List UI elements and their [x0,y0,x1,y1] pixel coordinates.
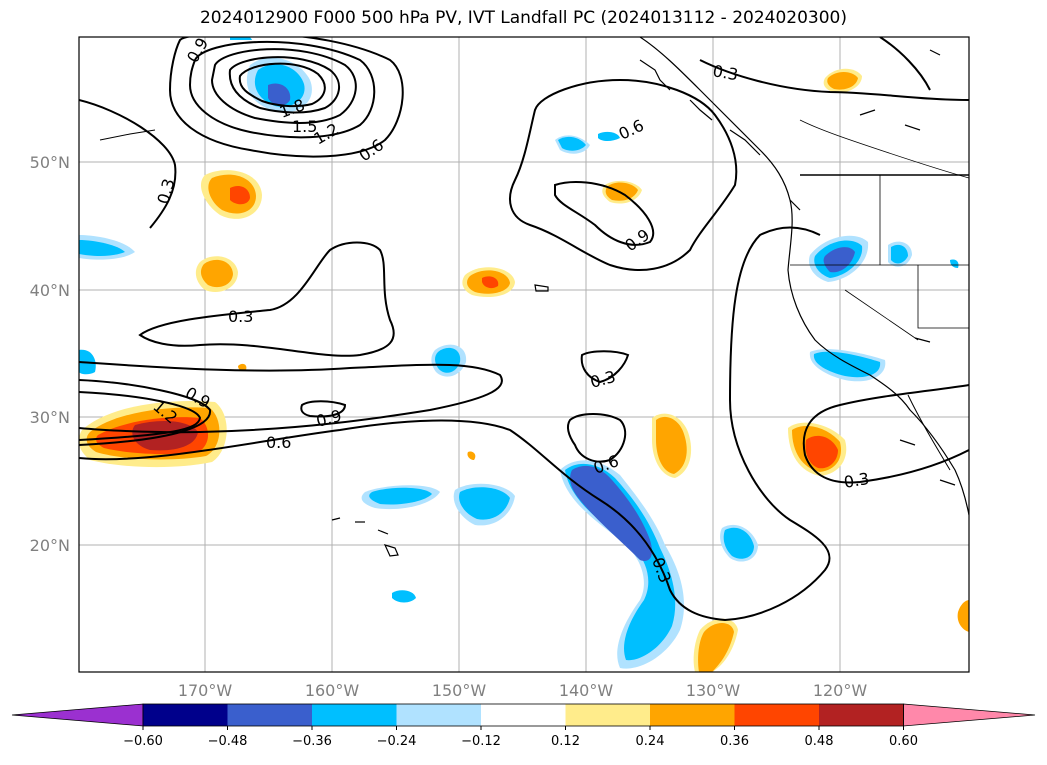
map-title: 2024012900 F000 500 hPa PV, IVT Landfall… [199,8,847,28]
colorbar-segment [312,704,397,726]
lon-label-130: 130°W [686,681,741,700]
colorbar-tick-label: −0.60 [123,734,163,749]
colorbar-tick-label: 0.24 [636,734,665,749]
colorbar-segment [481,704,566,726]
colorbar-tick-label: 0.12 [551,734,580,749]
colorbar-tick-label: −0.48 [208,734,248,749]
lon-label-120: 120°W [813,681,868,700]
colorbar-extend-min [11,703,144,727]
contour-label: 0.3 [228,307,253,326]
lon-label-170: 170°W [178,681,233,700]
contour-label: 0.3 [711,61,739,84]
lat-label-20: 20°N [30,536,70,555]
colorbar-tick-label: 0.60 [889,734,918,749]
colorbar-segment [650,704,735,726]
contour-label: 0.6 [266,433,291,452]
lat-label-40: 40°N [30,281,70,300]
lon-label-160: 160°W [305,681,360,700]
colorbar-segment [227,704,313,726]
colorbar-segment [734,704,820,726]
colorbar-tick-label: −0.36 [292,734,332,749]
colorbar: −0.60 −0.48 −0.36 −0.24 −0.12 0.12 0.24 0.36 0.4… [11,703,1036,749]
colorbar-tick-label: −0.24 [377,734,417,749]
colorbar-segment [565,704,651,726]
coastlines [99,37,969,557]
colorbar-tick-label: −0.12 [461,734,501,749]
contour-label: 1.5 [292,117,317,136]
lon-label-150: 150°W [432,681,487,700]
lat-label-30: 30°N [30,408,70,427]
longitude-labels: 170°W 160°W 150°W 140°W 130°W 120°W [178,681,868,700]
colorbar-outline [142,703,904,727]
colorbar-tick-label: 0.36 [720,734,749,749]
map-frame [78,36,970,673]
colorbar-segment [819,704,904,726]
latitude-labels: 50°N 40°N 30°N 20°N [30,153,70,555]
colorbar-segment [396,704,482,726]
colorbar-segment [143,704,228,726]
colorbar-tick-label: 0.48 [805,734,834,749]
pc-filled-contours [79,37,969,672]
colorbar-extend-max [903,703,1036,727]
contour-label: 0.3 [842,469,870,492]
lon-label-140: 140°W [559,681,614,700]
lat-label-50: 50°N [30,153,70,172]
